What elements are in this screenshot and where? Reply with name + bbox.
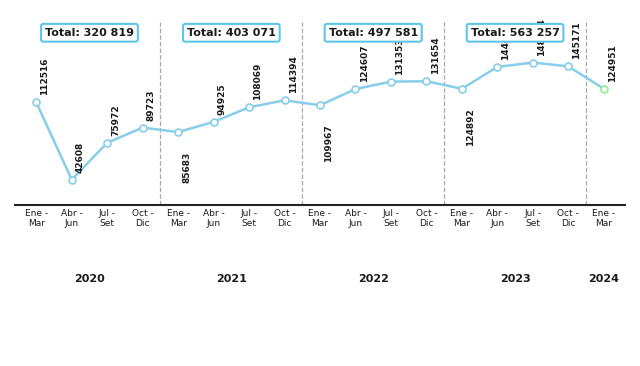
Text: 2024: 2024 — [588, 274, 620, 284]
Text: 124951: 124951 — [608, 44, 617, 82]
Text: 131654: 131654 — [431, 37, 440, 74]
Text: 2022: 2022 — [358, 274, 388, 284]
Text: 124607: 124607 — [360, 45, 369, 82]
Text: 94925: 94925 — [218, 83, 227, 115]
Text: Total: 497 581: Total: 497 581 — [328, 28, 418, 38]
Text: 89723: 89723 — [147, 89, 156, 121]
Text: 112516: 112516 — [40, 58, 49, 96]
Text: 2020: 2020 — [74, 274, 105, 284]
Text: 108069: 108069 — [253, 63, 262, 100]
Text: 85683: 85683 — [182, 152, 191, 183]
Text: 2021: 2021 — [216, 274, 247, 284]
Text: 124892: 124892 — [466, 108, 475, 146]
Text: Total: 563 257: Total: 563 257 — [470, 28, 559, 38]
Text: Total: 320 819: Total: 320 819 — [45, 28, 134, 38]
Text: Total: 403 071: Total: 403 071 — [187, 28, 276, 38]
Text: 144610: 144610 — [502, 22, 511, 60]
Text: 148584: 148584 — [537, 18, 546, 56]
Text: 131353: 131353 — [395, 37, 404, 75]
Text: 114394: 114394 — [289, 56, 298, 93]
Text: 2023: 2023 — [500, 274, 531, 284]
Text: 75972: 75972 — [111, 104, 120, 136]
Text: 145171: 145171 — [572, 22, 581, 59]
Text: 42608: 42608 — [76, 141, 85, 173]
Text: 109967: 109967 — [324, 125, 333, 163]
